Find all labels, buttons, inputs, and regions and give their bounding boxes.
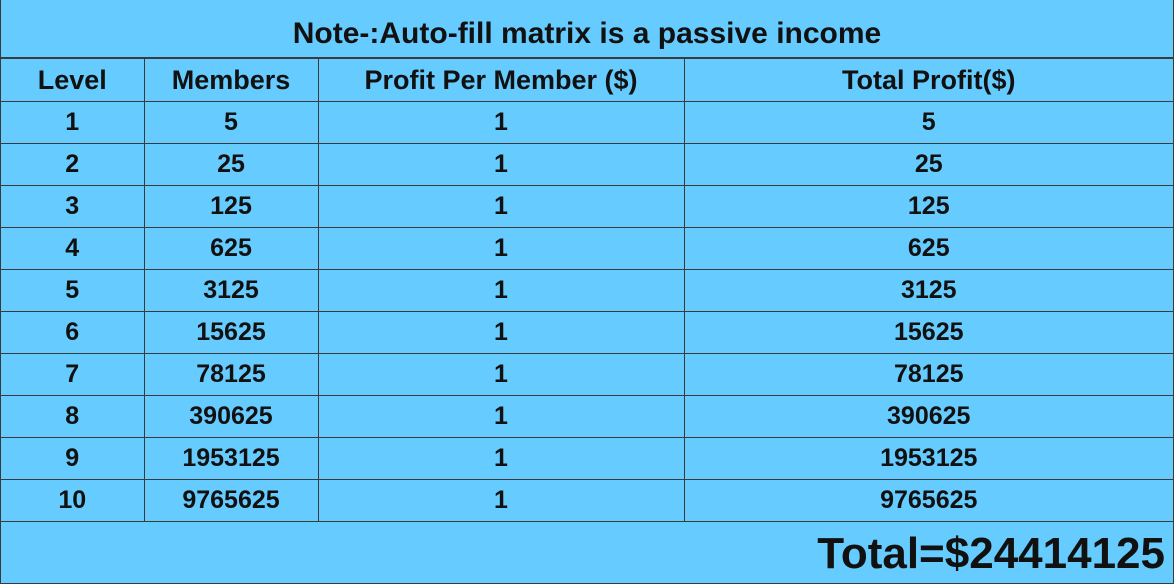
table-row: 8 390625 1 390625 — [1, 395, 1173, 438]
profit-per-member-cell: 1 — [317, 227, 685, 270]
table-row: 3 125 1 125 — [1, 185, 1173, 228]
profit-per-member-cell: 1 — [317, 101, 685, 144]
profit-per-member-cell: 1 — [317, 143, 685, 186]
members-cell: 9765625 — [143, 479, 319, 522]
level-cell: 7 — [1, 353, 145, 396]
column-header-level: Level — [1, 58, 145, 102]
column-header-profit-per-member: Profit Per Member ($) — [317, 58, 685, 102]
profit-per-member-cell: 1 — [317, 311, 685, 354]
total-footer: Total=$24414125 — [1, 521, 1173, 583]
profit-table: Level Members Profit Per Member ($) Tota… — [1, 58, 1173, 522]
total-profit-cell: 15625 — [683, 311, 1173, 354]
column-header-members: Members — [143, 58, 319, 102]
total-profit-cell: 25 — [683, 143, 1173, 186]
members-cell: 1953125 — [143, 437, 319, 480]
profit-per-member-cell: 1 — [317, 479, 685, 522]
level-cell: 3 — [1, 185, 145, 228]
members-cell: 3125 — [143, 269, 319, 312]
column-header-total-profit: Total Profit($) — [683, 58, 1173, 102]
total-profit-cell: 3125 — [683, 269, 1173, 312]
total-profit-cell: 390625 — [683, 395, 1173, 438]
total-profit-cell: 78125 — [683, 353, 1173, 396]
table-row: 4 625 1 625 — [1, 227, 1173, 270]
members-cell: 15625 — [143, 311, 319, 354]
total-profit-cell: 5 — [683, 101, 1173, 144]
table-row: 6 15625 1 15625 — [1, 311, 1173, 354]
members-cell: 78125 — [143, 353, 319, 396]
profit-per-member-cell: 1 — [317, 395, 685, 438]
profit-per-member-cell: 1 — [317, 185, 685, 228]
table-body: 1 5 1 5 2 25 1 25 3 125 1 125 4 625 1 625 5 3125 1 3125 6 156… — [1, 101, 1173, 522]
table-row: 9 1953125 1 1953125 — [1, 437, 1173, 480]
level-cell: 9 — [1, 437, 145, 480]
total-profit-cell: 625 — [683, 227, 1173, 270]
members-cell: 625 — [143, 227, 319, 270]
table-row: 7 78125 1 78125 — [1, 353, 1173, 396]
table-row: 10 9765625 1 9765625 — [1, 479, 1173, 522]
grand-total: Total=$24414125 — [817, 529, 1165, 578]
level-cell: 4 — [1, 227, 145, 270]
members-cell: 390625 — [143, 395, 319, 438]
profit-per-member-cell: 1 — [317, 437, 685, 480]
total-profit-cell: 1953125 — [683, 437, 1173, 480]
table-title: Note-:Auto-fill matrix is a passive inco… — [1, 0, 1173, 58]
profit-per-member-cell: 1 — [317, 353, 685, 396]
level-cell: 10 — [1, 479, 145, 522]
header-row: Level Members Profit Per Member ($) Tota… — [1, 58, 1173, 102]
profit-per-member-cell: 1 — [317, 269, 685, 312]
members-cell: 125 — [143, 185, 319, 228]
level-cell: 5 — [1, 269, 145, 312]
level-cell: 2 — [1, 143, 145, 186]
members-cell: 5 — [143, 101, 319, 144]
members-cell: 25 — [143, 143, 319, 186]
level-cell: 6 — [1, 311, 145, 354]
level-cell: 1 — [1, 101, 145, 144]
table-row: 5 3125 1 3125 — [1, 269, 1173, 312]
table-row: 2 25 1 25 — [1, 143, 1173, 186]
level-cell: 8 — [1, 395, 145, 438]
total-profit-cell: 125 — [683, 185, 1173, 228]
total-profit-cell: 9765625 — [683, 479, 1173, 522]
